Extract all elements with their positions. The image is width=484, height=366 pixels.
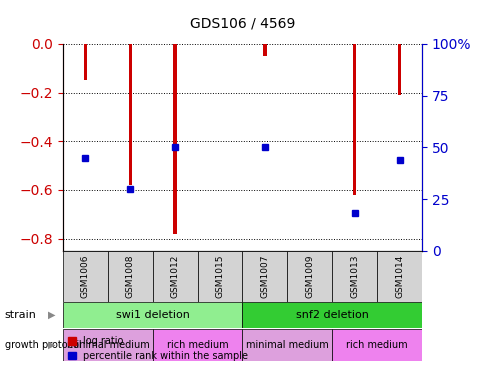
Bar: [332, 251, 376, 302]
Text: GSM1012: GSM1012: [170, 255, 180, 298]
Bar: [397, 44, 400, 95]
Text: rich medium: rich medium: [166, 340, 228, 350]
Bar: [242, 251, 287, 302]
Bar: [197, 251, 242, 302]
Text: strain: strain: [5, 310, 37, 320]
Text: GSM1014: GSM1014: [394, 255, 403, 298]
Bar: [128, 44, 132, 185]
Text: minimal medium: minimal medium: [66, 340, 149, 350]
Bar: [332, 329, 421, 361]
Bar: [376, 251, 421, 302]
Bar: [107, 251, 152, 302]
Bar: [152, 251, 197, 302]
Text: GDS106 / 4569: GDS106 / 4569: [189, 16, 295, 30]
Bar: [242, 302, 421, 328]
Text: ▶: ▶: [48, 310, 56, 320]
Text: rich medium: rich medium: [346, 340, 407, 350]
Text: growth protocol: growth protocol: [5, 340, 81, 350]
Bar: [63, 329, 152, 361]
Text: minimal medium: minimal medium: [245, 340, 328, 350]
Bar: [263, 44, 266, 56]
Bar: [63, 302, 242, 328]
Text: GSM1006: GSM1006: [81, 255, 90, 298]
Bar: [63, 251, 107, 302]
Bar: [173, 44, 177, 234]
Bar: [287, 251, 332, 302]
Bar: [242, 329, 332, 361]
Text: GSM1007: GSM1007: [260, 255, 269, 298]
Text: GSM1008: GSM1008: [125, 255, 135, 298]
Text: GSM1009: GSM1009: [304, 255, 314, 298]
Text: swi1 deletion: swi1 deletion: [116, 310, 189, 320]
Bar: [152, 329, 242, 361]
Text: snf2 deletion: snf2 deletion: [295, 310, 368, 320]
Bar: [84, 44, 87, 81]
Text: GSM1013: GSM1013: [349, 255, 359, 298]
Text: GSM1015: GSM1015: [215, 255, 224, 298]
Bar: [352, 44, 356, 195]
Text: ▶: ▶: [48, 340, 56, 350]
Legend: log ratio, percentile rank within the sample: log ratio, percentile rank within the sa…: [68, 336, 248, 361]
